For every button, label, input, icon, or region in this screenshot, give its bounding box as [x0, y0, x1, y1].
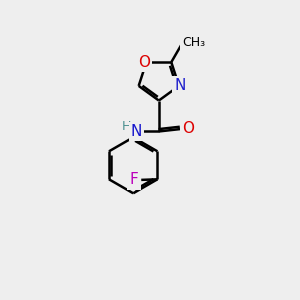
Text: CH₃: CH₃: [182, 36, 205, 49]
Text: H: H: [122, 120, 131, 133]
Text: N: N: [175, 78, 186, 93]
Text: O: O: [138, 55, 150, 70]
Text: N: N: [130, 124, 142, 139]
Text: F: F: [130, 172, 138, 188]
Text: O: O: [182, 121, 194, 136]
